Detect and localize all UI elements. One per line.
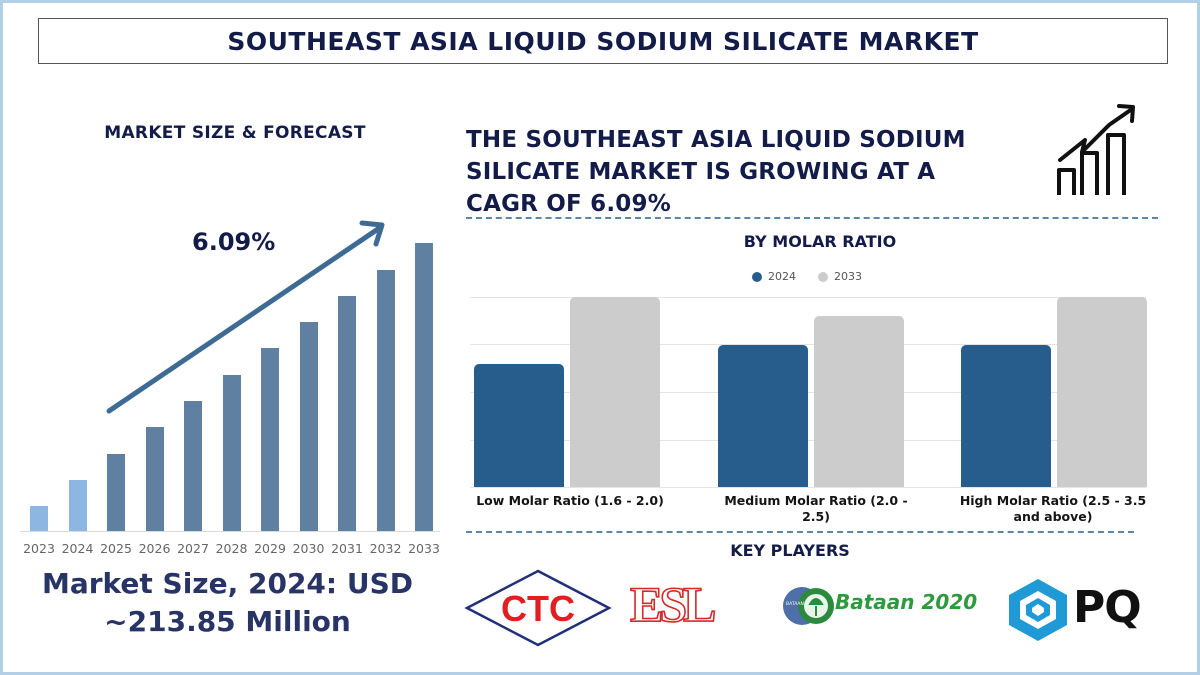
molar-bar-2024-2 [961, 344, 1051, 487]
cagr-headline: THE SOUTHEAST ASIA LIQUID SODIUM SILICAT… [466, 124, 1026, 220]
category-label-line: Low Molar Ratio (1.6 - 2.0) [476, 493, 664, 508]
gridline [470, 344, 1146, 345]
legend-item-2024: 2024 [752, 270, 796, 283]
category-label-line: High Molar Ratio (2.5 - 3.5 [959, 493, 1147, 508]
category-label-medium: Medium Molar Ratio (2.0 - 2.5) [716, 493, 916, 525]
gridline [470, 440, 1146, 441]
cagr-arrow-icon [106, 220, 385, 414]
year-bar-2030 [299, 322, 318, 531]
pq-logo-text: PQ [1073, 582, 1142, 633]
headline-line: SILICATE MARKET IS GROWING AT A [466, 159, 936, 185]
chart-baseline [20, 531, 440, 532]
year-bar-2028 [222, 375, 241, 531]
year-bar-2025 [107, 454, 125, 531]
year-label: 2023 [23, 541, 55, 556]
year-bar-2024 [68, 480, 87, 531]
year-label: 2024 [61, 541, 94, 556]
pq-hexagon-icon [1009, 579, 1067, 641]
growth-chart-icon [1057, 104, 1135, 195]
year-label: 2032 [369, 541, 402, 556]
year-label: 2029 [254, 541, 286, 556]
chart-legend: 2024 2033 [752, 270, 862, 283]
year-label: 2031 [331, 541, 363, 556]
headline-line: THE SOUTHEAST ASIA LIQUID SODIUM [466, 127, 966, 153]
market-size-line1: Market Size, 2024: USD [41, 567, 413, 600]
headline-line: CAGR OF 6.09% [466, 191, 671, 217]
molar-bar-2033-1 [814, 316, 904, 487]
year-label: 2028 [215, 541, 248, 556]
molar-bar-2033-2 [1057, 297, 1147, 487]
ctc-logo-text: CTC [501, 588, 575, 629]
category-label-line: and above) [1013, 509, 1093, 524]
section-divider [466, 217, 1158, 219]
page-title: SOUTHEAST ASIA LIQUID SODIUM SILICATE MA… [227, 26, 979, 56]
category-label-line: Medium Molar Ratio (2.0 - [724, 493, 908, 508]
molar-ratio-title: BY MOLAR RATIO [743, 232, 897, 251]
bataan-globe-icon: BATAAN [783, 587, 834, 625]
section-divider [466, 531, 1134, 533]
year-label: 2030 [292, 541, 325, 556]
category-label-line: 2.5) [802, 509, 830, 524]
market-size-forecast-heading: MARKET SIZE & FORECAST [104, 123, 366, 143]
bataan-logo-text: Bataan 2020 [835, 590, 978, 614]
market-size-line2: ~213.85 Million [104, 605, 351, 638]
category-label-high: High Molar Ratio (2.5 - 3.5 and above) [948, 493, 1158, 525]
molar-bar-2033-0 [570, 297, 660, 487]
year-bar-2029 [261, 348, 279, 531]
ctc-logo-icon: CTC [464, 569, 612, 647]
year-bar-2023 [30, 506, 48, 531]
year-label: 2025 [100, 541, 132, 556]
year-label: 2027 [177, 541, 209, 556]
year-label: 2033 [408, 541, 440, 556]
bataan-badge-text: BATAAN [786, 601, 804, 607]
legend-dot-icon [818, 271, 828, 282]
gridline [470, 297, 1146, 298]
cagr-label: 6.09% [192, 228, 276, 256]
market-size-callout: Market Size, 2024: USD ~213.85 Million [0, 565, 455, 641]
category-label-low: Low Molar Ratio (1.6 - 2.0) [470, 493, 670, 509]
key-players-title: KEY PLAYERS [730, 541, 850, 560]
molar-bar-2024-1 [718, 344, 808, 487]
molar-bar-2024-0 [474, 363, 564, 487]
year-bar-2031 [338, 296, 356, 531]
gridline [470, 392, 1146, 393]
esl-logo-icon: ESL [629, 575, 720, 630]
gridline [470, 487, 1146, 488]
year-label: 2026 [138, 541, 171, 556]
esl-logo-text: ESL [630, 576, 715, 630]
legend-label: 2033 [834, 270, 862, 283]
year-bar-2027 [184, 401, 202, 531]
year-bar-2032 [376, 270, 395, 531]
title-banner: SOUTHEAST ASIA LIQUID SODIUM SILICATE MA… [38, 18, 1168, 64]
legend-item-2033: 2033 [818, 270, 862, 283]
legend-label: 2024 [768, 270, 796, 283]
legend-dot-icon [752, 271, 762, 282]
year-bar-2033 [415, 243, 433, 531]
year-bar-2026 [145, 427, 164, 531]
